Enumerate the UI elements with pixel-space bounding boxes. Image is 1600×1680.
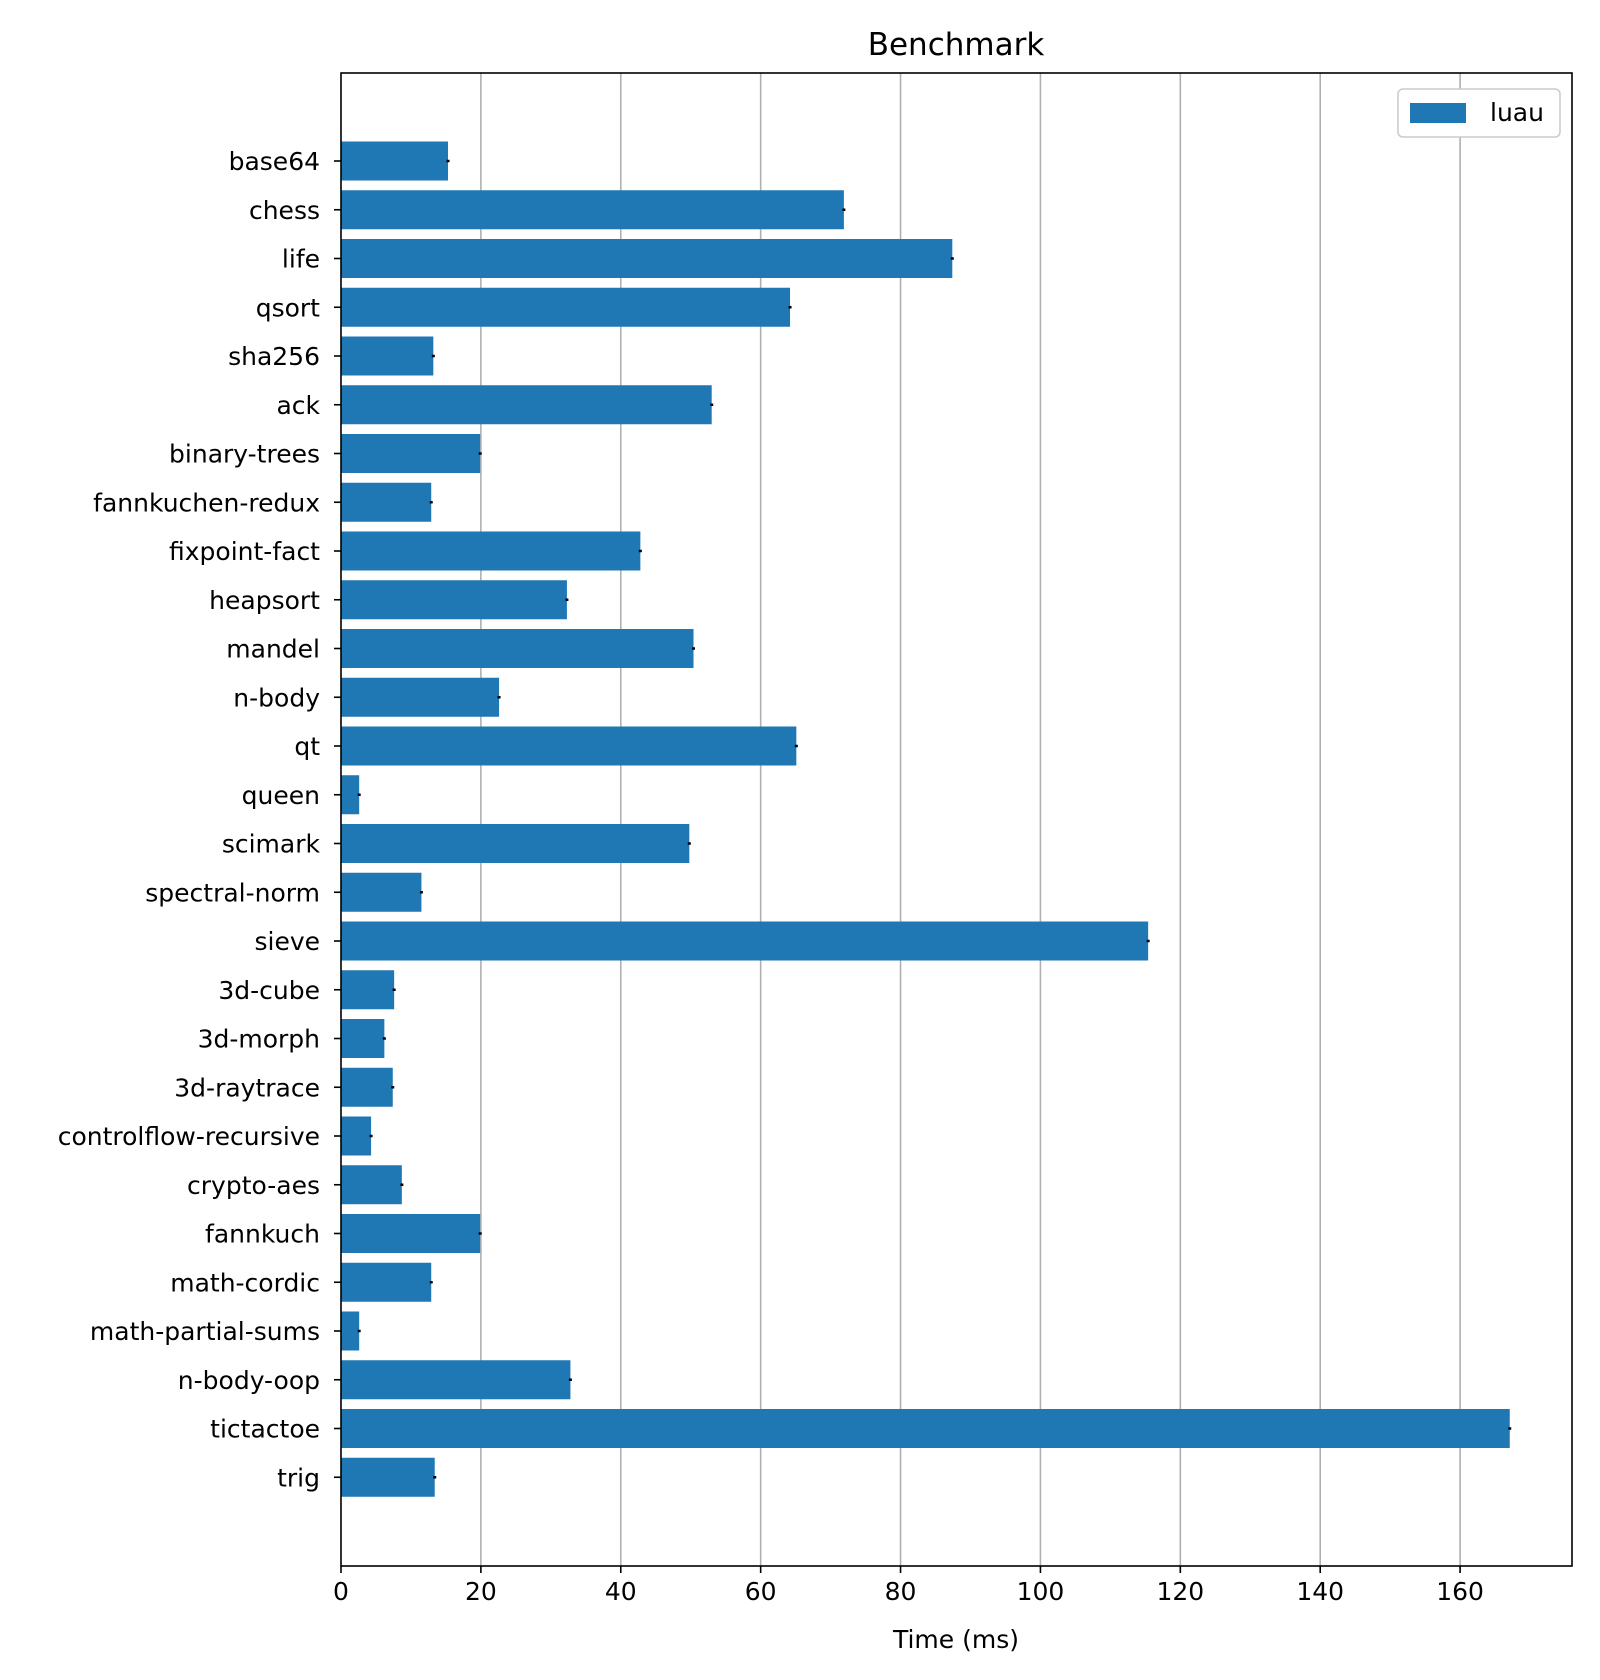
- bar-sieve: [341, 921, 1149, 961]
- y-tick-label: n-body: [233, 683, 320, 712]
- bar-3d-morph: [341, 1019, 385, 1058]
- x-tick-label: 120: [1156, 1577, 1204, 1606]
- bar-controlflow-recursive: [341, 1116, 372, 1156]
- bar-n-body-oop: [341, 1360, 571, 1400]
- bar-crypto-aes: [341, 1165, 402, 1205]
- y-axis-ticks: base64 chess life qsort sha256 ack binary-tree…: [58, 147, 341, 1492]
- bar-fannkuchen-redux: [341, 482, 432, 522]
- bar-fixpoint-fact: [341, 531, 641, 571]
- bar-sha256: [341, 336, 434, 376]
- legend-swatch: [1410, 103, 1466, 123]
- x-tick-label: 0: [333, 1577, 349, 1606]
- x-axis-label: Time (ms): [892, 1625, 1019, 1654]
- x-tick-label: 40: [605, 1577, 637, 1606]
- y-tick-label: math-partial-sums: [90, 1317, 320, 1346]
- x-tick-label: 100: [1017, 1577, 1065, 1606]
- y-tick-label: fannkuchen-redux: [93, 488, 320, 517]
- y-tick-label: 3d-cube: [218, 976, 320, 1005]
- legend-label: luau: [1490, 98, 1544, 127]
- bar-tictactoe: [341, 1409, 1510, 1448]
- y-tick-label: mandel: [226, 635, 320, 664]
- bar-trig: [341, 1457, 435, 1497]
- bar-3d-raytrace: [341, 1067, 393, 1107]
- y-tick-label: tictactoe: [210, 1415, 320, 1444]
- bar-n-body: [341, 677, 500, 717]
- bar-base64: [341, 141, 449, 181]
- bar-heapsort: [341, 580, 567, 620]
- legend-frame: [1397, 88, 1561, 138]
- y-tick-label: base64: [229, 147, 320, 176]
- x-tick-label: 60: [745, 1577, 777, 1606]
- y-tick-label: 3d-morph: [198, 1025, 320, 1054]
- y-tick-label: math-cordic: [170, 1268, 320, 1297]
- y-tick-label: fixpoint-fact: [169, 537, 320, 566]
- y-tick-label: trig: [277, 1463, 320, 1492]
- y-tick-label: chess: [249, 196, 320, 225]
- bar-fannkuch: [341, 1214, 481, 1253]
- y-tick-label: n-body-oop: [178, 1366, 320, 1395]
- chart-title: Benchmark: [868, 27, 1045, 63]
- y-tick-label: qsort: [256, 293, 320, 322]
- y-tick-label: sha256: [228, 342, 320, 371]
- bar-scimark: [341, 824, 690, 863]
- y-tick-label: binary-trees: [169, 440, 320, 469]
- bar-3d-cube: [341, 970, 395, 1010]
- y-tick-label: heapsort: [209, 586, 320, 615]
- y-tick-label: crypto-aes: [187, 1171, 320, 1200]
- bar-queen: [341, 775, 360, 815]
- y-tick-label: ack: [276, 391, 320, 420]
- plot-frame: [340, 72, 1573, 1567]
- bar-spectral-norm: [341, 872, 422, 912]
- bar-ack: [341, 385, 712, 425]
- y-tick-label: life: [282, 245, 320, 274]
- bar-qsort: [341, 287, 791, 327]
- bar-math-cordic: [341, 1262, 432, 1302]
- bar-binary-trees: [341, 434, 481, 473]
- x-tick-label: 20: [465, 1577, 497, 1606]
- y-tick-label: scimark: [222, 830, 321, 859]
- legend: luau: [1397, 88, 1561, 138]
- y-tick-label: queen: [242, 781, 320, 810]
- x-axis-ticks: 0 20 40 60 80 100 120 140 160: [333, 1566, 1484, 1606]
- bar-math-partial-sums: [341, 1311, 360, 1351]
- x-tick-label: 140: [1296, 1577, 1344, 1606]
- y-tick-label: fannkuch: [205, 1220, 320, 1249]
- y-tick-label: spectral-norm: [145, 878, 320, 907]
- x-tick-label: 80: [885, 1577, 917, 1606]
- error-bars: [357, 159, 1512, 1479]
- y-tick-label: controlflow-recursive: [58, 1122, 320, 1151]
- bar-qt: [341, 726, 797, 766]
- y-tick-label: qt: [294, 732, 320, 761]
- x-tick-label: 160: [1436, 1577, 1484, 1606]
- bar-mandel: [341, 629, 694, 668]
- bar-life: [341, 239, 953, 278]
- y-tick-label: 3d-raytrace: [174, 1073, 320, 1102]
- y-tick-label: sieve: [254, 927, 320, 956]
- bar-chess: [341, 190, 844, 230]
- bars: [341, 141, 1510, 1497]
